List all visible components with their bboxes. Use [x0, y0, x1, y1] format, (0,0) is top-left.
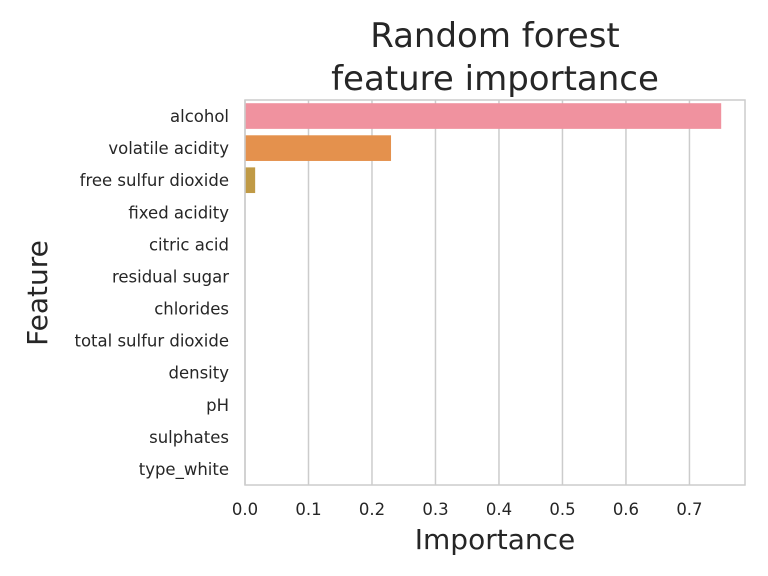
x-tick-label: 0.2	[359, 500, 385, 519]
y-tick-label: fixed acidity	[128, 203, 229, 222]
x-tick-label: 0.6	[613, 500, 639, 519]
y-tick-label: citric acid	[149, 235, 229, 254]
bar-volatile-acidity	[245, 135, 392, 161]
chart-title-line-2: feature importance	[331, 59, 659, 99]
y-tick-labels: alcohol volatile acidity free sulfur dioxi…	[74, 107, 229, 480]
y-tick-label: sulphates	[149, 428, 229, 447]
bar-layer	[245, 103, 722, 194]
y-tick-label: residual sugar	[112, 267, 229, 286]
bar-alcohol	[245, 103, 722, 129]
x-tick-label: 0.3	[422, 500, 448, 519]
x-tick-label: 0.5	[549, 500, 575, 519]
y-tick-label: chlorides	[154, 300, 229, 319]
y-tick-label: total sulfur dioxide	[74, 332, 229, 351]
plot-frame	[244, 99, 746, 486]
y-tick-label: density	[169, 364, 230, 383]
y-axis-label: Feature	[21, 240, 54, 346]
x-tick-label: 0.1	[295, 500, 321, 519]
y-tick-label: free sulfur dioxide	[80, 171, 229, 190]
y-tick-label: pH	[206, 396, 229, 415]
y-tick-label: alcohol	[170, 107, 229, 126]
x-tick-label: 0.0	[232, 500, 258, 519]
x-tick-labels: 0.0 0.1 0.2 0.3 0.4 0.5 0.6 0.7	[232, 500, 703, 519]
chart-title-line-1: Random forest	[370, 16, 620, 56]
x-tick-label: 0.7	[676, 500, 702, 519]
y-tick-label: type_white	[139, 460, 229, 480]
x-tick-label: 0.4	[486, 500, 512, 519]
y-tick-label: volatile acidity	[108, 139, 229, 158]
grid-layer	[244, 100, 691, 485]
bar-free-sulfur-dioxide	[245, 167, 256, 194]
x-axis-label: Importance	[415, 523, 575, 556]
